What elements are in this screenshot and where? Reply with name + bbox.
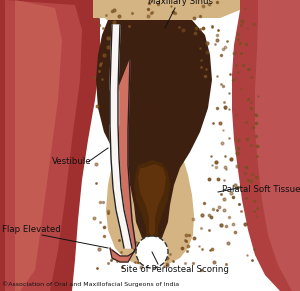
- Text: Flap Elevated: Flap Elevated: [2, 226, 61, 235]
- Polygon shape: [111, 158, 121, 188]
- Polygon shape: [118, 60, 130, 125]
- Polygon shape: [134, 160, 170, 242]
- Polygon shape: [15, 0, 62, 291]
- Polygon shape: [0, 0, 100, 291]
- Polygon shape: [128, 220, 136, 248]
- Text: Site of Periosteal Scoring: Site of Periosteal Scoring: [121, 265, 229, 274]
- Text: Palatal Soft Tissue: Palatal Soft Tissue: [222, 185, 300, 194]
- Polygon shape: [121, 165, 130, 210]
- Polygon shape: [93, 0, 255, 266]
- Text: ©Association of Oral and Maxillofacial Surgeons of India: ©Association of Oral and Maxillofacial S…: [2, 281, 179, 287]
- Polygon shape: [232, 0, 300, 291]
- Polygon shape: [110, 125, 119, 158]
- Polygon shape: [110, 55, 119, 90]
- Polygon shape: [111, 25, 120, 55]
- Polygon shape: [120, 228, 132, 248]
- Polygon shape: [5, 0, 82, 291]
- Polygon shape: [110, 90, 118, 125]
- Polygon shape: [124, 195, 132, 228]
- Polygon shape: [110, 248, 136, 262]
- Polygon shape: [119, 130, 128, 188]
- Polygon shape: [138, 164, 166, 236]
- Polygon shape: [255, 0, 300, 291]
- Circle shape: [136, 236, 168, 268]
- Polygon shape: [116, 210, 128, 228]
- Polygon shape: [113, 188, 124, 210]
- Polygon shape: [96, 20, 212, 244]
- Polygon shape: [118, 95, 129, 158]
- Text: Maxillary Sinus: Maxillary Sinus: [148, 0, 212, 6]
- Text: Vestibule: Vestibule: [52, 157, 92, 166]
